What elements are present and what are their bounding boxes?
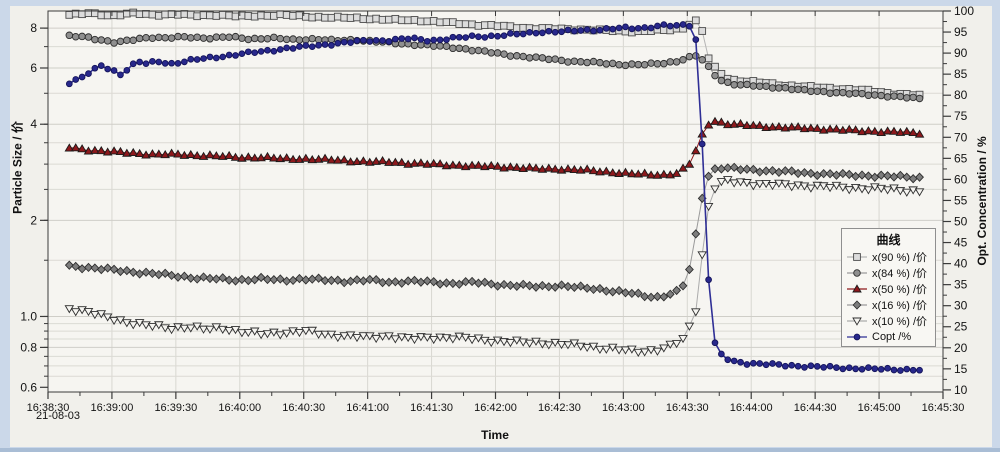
- tick-label: 65: [954, 151, 968, 165]
- tick-label: 6: [30, 61, 37, 75]
- tick-label: 95: [954, 25, 968, 39]
- tick-label: 85: [954, 67, 968, 81]
- axes: 8 6 4 2 1.0 0.8 0.6 100 95 90 85 80 75 70 65 60 55 50 45 40…: [20, 4, 974, 414]
- tick-label: 40: [954, 257, 968, 271]
- legend-item-5: x(10 %) /价: [842, 313, 935, 329]
- tick-label: 10: [954, 383, 968, 397]
- series-x-16-: [64, 162, 924, 302]
- triangle-down-icon: [847, 317, 867, 326]
- legend-item-3: x(50 %) /价: [842, 281, 935, 297]
- legend-item-2: x(84 %) /价: [842, 265, 935, 281]
- legend-item-1: x(90 %) /价: [842, 249, 935, 265]
- tick-label: 60: [954, 172, 968, 186]
- tick-label: 20: [954, 341, 968, 355]
- legend-item-label: x(10 %) /价: [872, 316, 928, 328]
- tick-label: 16:39:30: [154, 402, 197, 414]
- legend-item-4: x(16 %) /价: [842, 297, 935, 313]
- left-axis-title: Particle Size / 价: [10, 121, 25, 214]
- series-x-50-: [64, 116, 925, 179]
- tick-label: 45: [954, 236, 968, 250]
- tick-label: 16:40:30: [282, 402, 325, 414]
- legend-item-6: Copt /%: [842, 329, 935, 345]
- legend-item-label: x(84 %) /价: [872, 268, 928, 280]
- tick-label: 16:41:30: [410, 402, 453, 414]
- tick-label: 16:44:30: [794, 402, 837, 414]
- tick-label: 16:40:00: [218, 402, 261, 414]
- tick-label: 16:42:30: [538, 402, 581, 414]
- tick-label: 50: [954, 214, 968, 228]
- tick-label: 30: [954, 299, 968, 313]
- legend-item-label: x(50 %) /价: [872, 284, 928, 296]
- legend: 曲线 x(90 %) /价 x(84 %) /价 x(50 %) /价 x(16 %)…: [841, 228, 936, 347]
- diamond-icon: [847, 300, 867, 310]
- tick-label: 16:42:00: [474, 402, 517, 414]
- circle-icon: [847, 269, 867, 277]
- tick-label: 0.6: [20, 380, 37, 394]
- tick-label: 16:45:00: [858, 402, 901, 414]
- tick-label: 16:41:00: [346, 402, 389, 414]
- tick-label: 55: [954, 193, 968, 207]
- tick-label: 100: [954, 4, 974, 18]
- tick-label: 0.8: [20, 340, 37, 354]
- window-bottom-edge: [0, 448, 1000, 452]
- legend-item-label: Copt /%: [872, 331, 912, 343]
- tick-label: 25: [954, 320, 968, 334]
- tick-label: 35: [954, 278, 968, 292]
- tick-label: 75: [954, 109, 968, 123]
- tick-label: 1.0: [20, 309, 37, 323]
- x-axis-date: 21-08-03: [35, 410, 81, 422]
- series-x-10-: [64, 176, 925, 357]
- tick-label: 16:45:30: [922, 402, 965, 414]
- right-axis-title: Opt. Concentration / %: [975, 136, 989, 266]
- tick-label: 90: [954, 46, 968, 60]
- dot-icon: [847, 333, 867, 341]
- tick-label: 8: [30, 21, 37, 35]
- square-icon: [847, 253, 867, 261]
- tick-label: 16:43:00: [602, 402, 645, 414]
- x-axis-title: Time: [481, 428, 509, 442]
- series-copt-: [65, 21, 923, 374]
- legend-item-label: x(90 %) /价: [872, 252, 928, 264]
- tick-label: 80: [954, 88, 968, 102]
- legend-item-label: x(16 %) /价: [872, 300, 928, 312]
- tick-label: 15: [954, 362, 968, 376]
- tick-label: 16:43:30: [666, 402, 709, 414]
- tick-label: 16:39:00: [91, 402, 134, 414]
- triangle-up-icon: [847, 284, 867, 293]
- tick-label: 16:44:00: [730, 402, 773, 414]
- tick-label: 16:38:30: [27, 402, 70, 414]
- tick-label: 2: [30, 213, 37, 227]
- tick-label: 4: [30, 117, 37, 131]
- legend-title: 曲线: [876, 233, 901, 247]
- tick-label: 70: [954, 130, 968, 144]
